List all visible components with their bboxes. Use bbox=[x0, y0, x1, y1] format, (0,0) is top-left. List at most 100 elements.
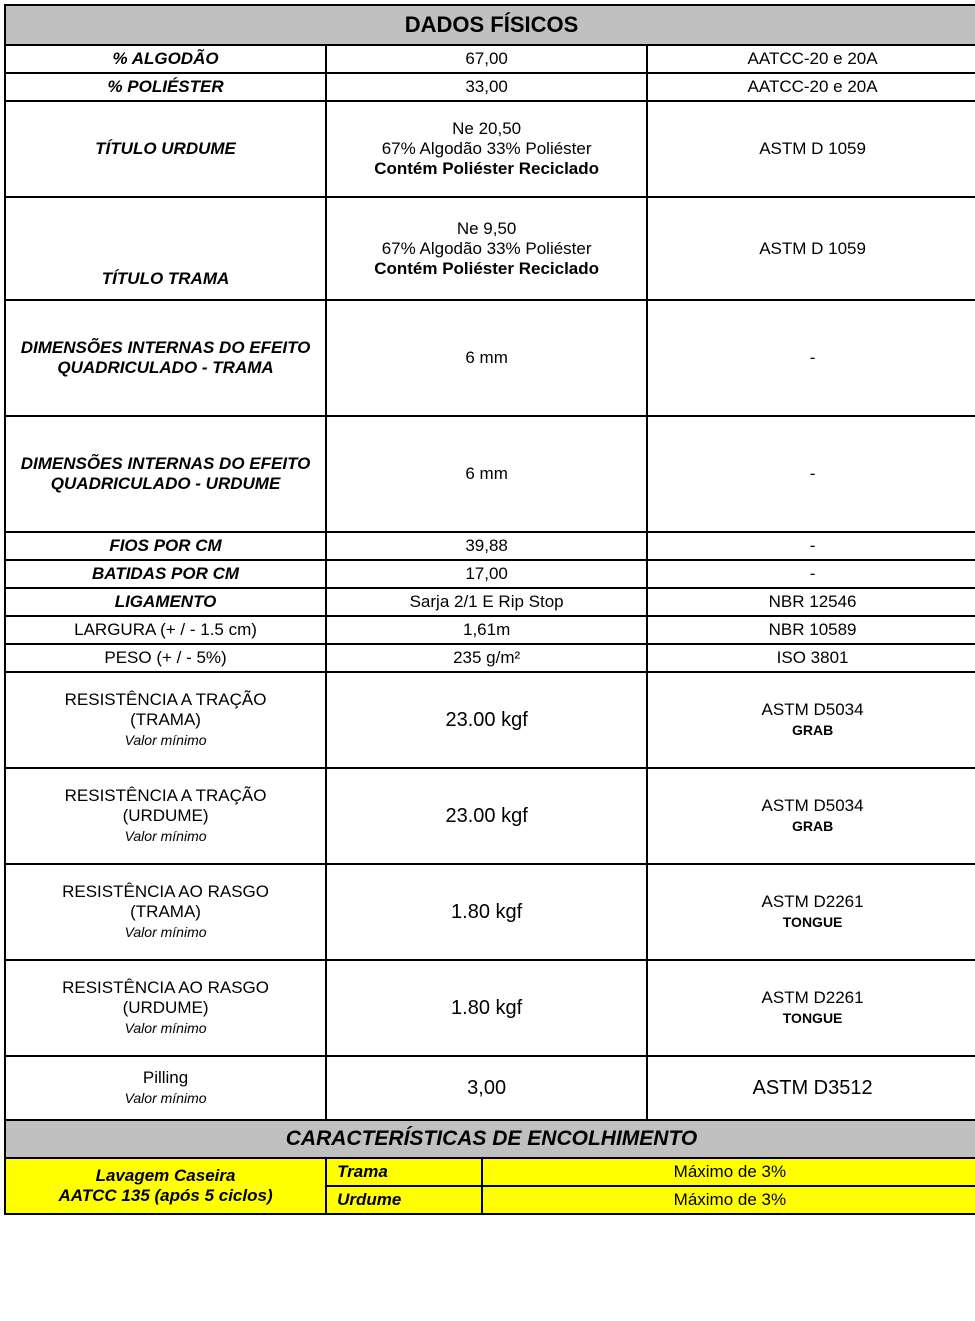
row-label: FIOS POR CM bbox=[5, 532, 326, 560]
row-label: RESISTÊNCIA A TRAÇÃO (TRAMA) Valor mínim… bbox=[5, 672, 326, 768]
table-row: % POLIÉSTER 33,00 AATCC-20 e 20A bbox=[5, 73, 975, 101]
table-row: DIMENSÕES INTERNAS DO EFEITO QUADRICULAD… bbox=[5, 416, 975, 532]
method-sub: GRAB bbox=[792, 818, 833, 834]
row-method: ASTM D5034 GRAB bbox=[647, 768, 975, 864]
row-method: ASTM D2261 TONGUE bbox=[647, 960, 975, 1056]
table-row: RESISTÊNCIA A TRAÇÃO (TRAMA) Valor mínim… bbox=[5, 672, 975, 768]
table-row: % ALGODÃO 67,00 AATCC-20 e 20A bbox=[5, 45, 975, 73]
value-line: Contém Poliéster Reciclado bbox=[374, 259, 599, 278]
label-sub: Valor mínimo bbox=[125, 924, 207, 940]
row-label: Pilling Valor mínimo bbox=[5, 1056, 326, 1120]
row-value: 235 g/m² bbox=[326, 644, 647, 672]
physical-data-table: DADOS FÍSICOS % ALGODÃO 67,00 AATCC-20 e… bbox=[4, 4, 975, 1159]
table-row: Lavagem Caseira AATCC 135 (após 5 ciclos… bbox=[5, 1158, 975, 1186]
shrink-sub-label: Urdume bbox=[326, 1186, 482, 1214]
method-line: ASTM D2261 bbox=[762, 988, 864, 1007]
row-value: 67,00 bbox=[326, 45, 647, 73]
shrink-value: Máximo de 3% bbox=[482, 1186, 975, 1214]
method-sub: GRAB bbox=[792, 722, 833, 738]
row-label: RESISTÊNCIA A TRAÇÃO (URDUME) Valor míni… bbox=[5, 768, 326, 864]
shrink-value: Máximo de 3% bbox=[482, 1158, 975, 1186]
row-value: 23.00 kgf bbox=[326, 672, 647, 768]
row-value: 23.00 kgf bbox=[326, 768, 647, 864]
row-value: Ne 20,50 67% Algodão 33% Poliéster Conté… bbox=[326, 101, 647, 197]
row-method: ASTM D3512 bbox=[647, 1056, 975, 1120]
table-row: FIOS POR CM 39,88 - bbox=[5, 532, 975, 560]
label-main: PESO bbox=[104, 648, 151, 667]
label-line: RESISTÊNCIA AO RASGO bbox=[62, 882, 269, 901]
label-line: RESISTÊNCIA A TRAÇÃO bbox=[65, 786, 267, 805]
row-method: ASTM D 1059 bbox=[647, 197, 975, 300]
row-value: 39,88 bbox=[326, 532, 647, 560]
table-row: TÍTULO URDUME Ne 20,50 67% Algodão 33% P… bbox=[5, 101, 975, 197]
label-line: (TRAMA) bbox=[130, 902, 201, 921]
row-method: - bbox=[647, 416, 975, 532]
row-label: DIMENSÕES INTERNAS DO EFEITO QUADRICULAD… bbox=[5, 416, 326, 532]
row-method: ISO 3801 bbox=[647, 644, 975, 672]
value-line: Ne 9,50 bbox=[457, 219, 517, 238]
label-sub: Valor mínimo bbox=[125, 828, 207, 844]
section-title-physical: DADOS FÍSICOS bbox=[5, 5, 975, 45]
row-method: NBR 12546 bbox=[647, 588, 975, 616]
label-line: AATCC 135 (após 5 ciclos) bbox=[58, 1186, 272, 1205]
row-value: Sarja 2/1 E Rip Stop bbox=[326, 588, 647, 616]
row-value: 33,00 bbox=[326, 73, 647, 101]
label-sub: Valor mínimo bbox=[125, 732, 207, 748]
row-value: 17,00 bbox=[326, 560, 647, 588]
row-method: NBR 10589 bbox=[647, 616, 975, 644]
table-row: RESISTÊNCIA AO RASGO (URDUME) Valor míni… bbox=[5, 960, 975, 1056]
label-suffix: (+ / - 5%) bbox=[152, 648, 227, 667]
row-label: % ALGODÃO bbox=[5, 45, 326, 73]
method-line: ASTM D5034 bbox=[762, 700, 864, 719]
row-value: 3,00 bbox=[326, 1056, 647, 1120]
row-label: TÍTULO TRAMA bbox=[5, 197, 326, 300]
row-label: % POLIÉSTER bbox=[5, 73, 326, 101]
row-value: 1,61m bbox=[326, 616, 647, 644]
table-row: LIGAMENTO Sarja 2/1 E Rip Stop NBR 12546 bbox=[5, 588, 975, 616]
row-value: 1.80 kgf bbox=[326, 960, 647, 1056]
table-row: TÍTULO TRAMA Ne 9,50 67% Algodão 33% Pol… bbox=[5, 197, 975, 300]
row-label: DIMENSÕES INTERNAS DO EFEITO QUADRICULAD… bbox=[5, 300, 326, 416]
row-label: TÍTULO URDUME bbox=[5, 101, 326, 197]
label-sub: Valor mínimo bbox=[125, 1020, 207, 1036]
label-line: RESISTÊNCIA AO RASGO bbox=[62, 978, 269, 997]
method-sub: TONGUE bbox=[783, 1010, 843, 1026]
table-row: RESISTÊNCIA AO RASGO (TRAMA) Valor mínim… bbox=[5, 864, 975, 960]
row-label: RESISTÊNCIA AO RASGO (URDUME) Valor míni… bbox=[5, 960, 326, 1056]
label-line: Lavagem Caseira bbox=[96, 1166, 236, 1185]
row-value: Ne 9,50 67% Algodão 33% Poliéster Contém… bbox=[326, 197, 647, 300]
value-line: Ne 20,50 bbox=[452, 119, 521, 138]
method-line: ASTM D2261 bbox=[762, 892, 864, 911]
section-title-shrink: CARACTERÍSTICAS DE ENCOLHIMENTO bbox=[5, 1120, 975, 1158]
row-label: PESO (+ / - 5%) bbox=[5, 644, 326, 672]
table-row: DIMENSÕES INTERNAS DO EFEITO QUADRICULAD… bbox=[5, 300, 975, 416]
row-label: BATIDAS POR CM bbox=[5, 560, 326, 588]
row-label: LIGAMENTO bbox=[5, 588, 326, 616]
method-line: ASTM D5034 bbox=[762, 796, 864, 815]
table-row: RESISTÊNCIA A TRAÇÃO (URDUME) Valor míni… bbox=[5, 768, 975, 864]
label-line: Pilling bbox=[143, 1068, 188, 1087]
value-line: Contém Poliéster Reciclado bbox=[374, 159, 599, 178]
label-sub: Valor mínimo bbox=[125, 1090, 207, 1106]
shrink-row-label: Lavagem Caseira AATCC 135 (após 5 ciclos… bbox=[5, 1158, 326, 1214]
label-line: RESISTÊNCIA A TRAÇÃO bbox=[65, 690, 267, 709]
row-method: - bbox=[647, 560, 975, 588]
row-method: AATCC-20 e 20A bbox=[647, 73, 975, 101]
row-value: 6 mm bbox=[326, 300, 647, 416]
label-suffix: (+ / - 1.5 cm) bbox=[155, 620, 257, 639]
row-label: RESISTÊNCIA AO RASGO (TRAMA) Valor mínim… bbox=[5, 864, 326, 960]
row-label: LARGURA (+ / - 1.5 cm) bbox=[5, 616, 326, 644]
row-method: ASTM D 1059 bbox=[647, 101, 975, 197]
row-method: ASTM D5034 GRAB bbox=[647, 672, 975, 768]
label-line: (TRAMA) bbox=[130, 710, 201, 729]
row-method: AATCC-20 e 20A bbox=[647, 45, 975, 73]
table-row: LARGURA (+ / - 1.5 cm) 1,61m NBR 10589 bbox=[5, 616, 975, 644]
row-value: 1.80 kgf bbox=[326, 864, 647, 960]
value-line: 67% Algodão 33% Poliéster bbox=[382, 239, 592, 258]
table-row: Pilling Valor mínimo 3,00 ASTM D3512 bbox=[5, 1056, 975, 1120]
label-main: LARGURA bbox=[74, 620, 155, 639]
label-line: (URDUME) bbox=[123, 806, 209, 825]
row-value: 6 mm bbox=[326, 416, 647, 532]
value-line: 67% Algodão 33% Poliéster bbox=[382, 139, 592, 158]
row-method: ASTM D2261 TONGUE bbox=[647, 864, 975, 960]
